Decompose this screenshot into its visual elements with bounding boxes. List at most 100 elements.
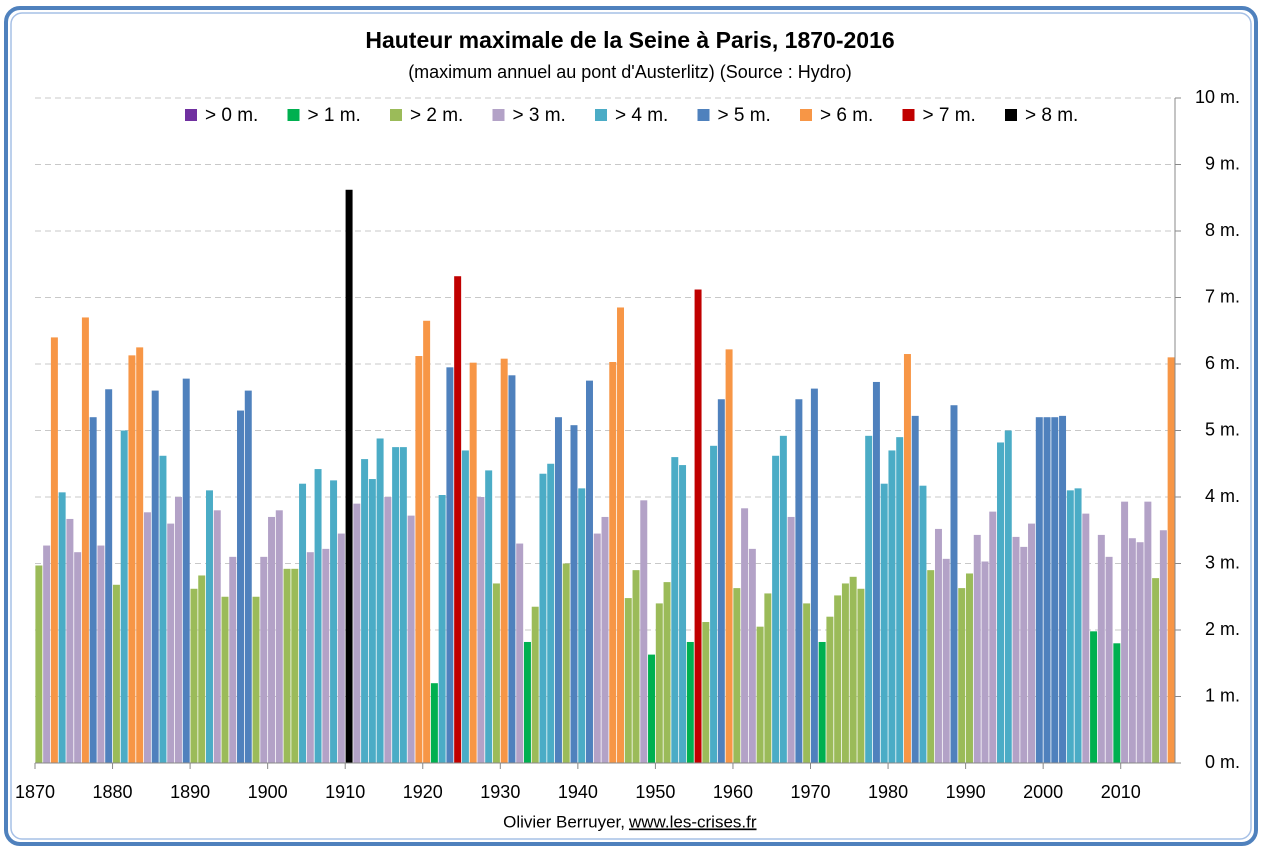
bar	[679, 465, 687, 763]
bar	[911, 415, 919, 763]
bar	[934, 528, 942, 763]
legend-label: > 1 m.	[308, 105, 361, 126]
bar	[772, 455, 780, 763]
legend-label: > 3 m.	[513, 105, 566, 126]
bar	[112, 584, 120, 763]
bar	[997, 442, 1004, 763]
x-tick-label: 2000	[1023, 782, 1063, 802]
bar	[717, 399, 725, 763]
y-tick-label: 4 m.	[1205, 486, 1240, 506]
bar	[136, 347, 144, 763]
bar	[547, 463, 555, 763]
bar	[213, 510, 221, 763]
bar	[834, 595, 842, 763]
x-tick-label: 1870	[15, 782, 55, 802]
bar	[516, 543, 524, 763]
bar	[640, 500, 648, 763]
bar	[663, 582, 671, 763]
bar	[1035, 417, 1043, 763]
bar	[330, 480, 338, 763]
bar	[89, 417, 97, 763]
bar	[888, 450, 896, 763]
bar	[508, 375, 516, 763]
bar	[741, 508, 749, 763]
bar	[973, 534, 981, 763]
frame-inner	[10, 12, 1252, 840]
legend-swatch	[902, 109, 915, 121]
bar	[81, 317, 89, 763]
bar	[1152, 578, 1160, 763]
bar	[128, 355, 136, 763]
bar	[43, 545, 51, 763]
legend-swatch	[800, 109, 812, 121]
x-tick-label: 1880	[93, 782, 133, 802]
bar	[880, 483, 888, 763]
bar	[694, 289, 702, 763]
bar	[492, 583, 500, 763]
bar	[268, 516, 276, 763]
bar	[322, 548, 330, 763]
bar	[1113, 643, 1121, 763]
bar	[896, 437, 904, 763]
y-tick-label: 10 m.	[1195, 87, 1240, 107]
bar	[291, 568, 299, 763]
bar	[392, 447, 400, 763]
bar	[461, 450, 469, 763]
bar	[1144, 501, 1152, 763]
bar	[66, 518, 74, 763]
bar	[159, 455, 167, 763]
bar	[299, 483, 307, 763]
bar	[74, 552, 82, 763]
bar	[903, 354, 911, 763]
bar	[1066, 490, 1074, 763]
bar	[1121, 501, 1129, 763]
bar	[229, 556, 237, 763]
bar	[167, 523, 175, 763]
bar	[1074, 488, 1082, 763]
bar	[275, 510, 283, 763]
chart-subtitle: (maximum annuel au pont d'Austerlitz) (S…	[408, 62, 852, 82]
x-tick-label: 1990	[946, 782, 986, 802]
bar	[368, 479, 376, 763]
bar	[446, 367, 454, 763]
y-tick-label: 9 m.	[1205, 153, 1240, 173]
bar	[787, 516, 795, 763]
bar	[818, 641, 826, 763]
bar	[120, 430, 128, 763]
bar	[570, 425, 578, 763]
bar	[500, 358, 508, 763]
bar	[1128, 538, 1136, 763]
x-tick-label: 1930	[480, 782, 520, 802]
bar	[430, 683, 438, 763]
legend-swatch	[390, 109, 402, 121]
bar	[454, 276, 462, 763]
bar	[554, 417, 562, 763]
bar	[376, 438, 384, 763]
bar	[733, 588, 741, 763]
bar	[686, 641, 694, 763]
bar	[624, 598, 632, 763]
bar	[221, 596, 229, 763]
bar	[58, 492, 66, 763]
legend-label: > 7 m.	[923, 105, 976, 126]
bar	[841, 583, 849, 763]
source-link[interactable]: www.les-crises.fr	[628, 812, 757, 831]
bar	[1167, 357, 1175, 763]
legend-label: > 6 m.	[820, 105, 873, 126]
bar	[795, 399, 803, 763]
x-tick-label: 1910	[325, 782, 365, 802]
bar	[485, 470, 493, 763]
bar	[337, 533, 345, 763]
bar	[950, 405, 958, 763]
bar	[260, 556, 268, 763]
bar	[531, 606, 539, 763]
bar	[578, 488, 586, 763]
bar	[593, 533, 601, 763]
bar	[97, 545, 105, 763]
bar	[1020, 546, 1028, 763]
bar	[1097, 534, 1105, 763]
bar	[314, 469, 322, 763]
bar	[779, 435, 787, 763]
bar	[237, 410, 244, 763]
chart-title: Hauteur maximale de la Seine à Paris, 18…	[365, 27, 894, 53]
